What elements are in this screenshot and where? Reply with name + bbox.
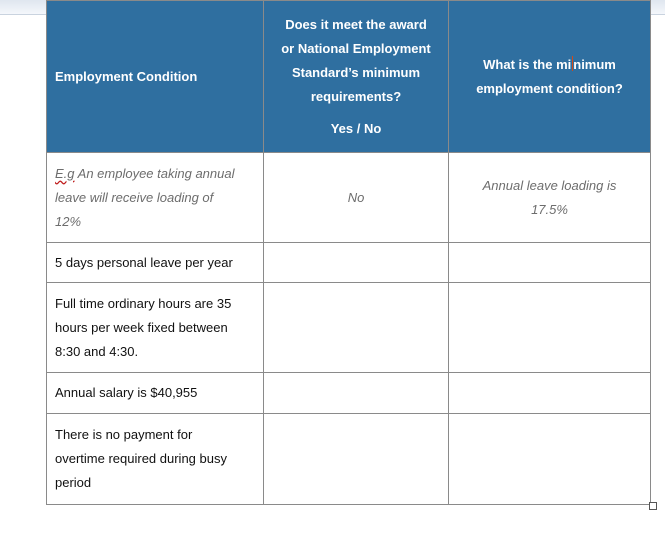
example-minimum-line-2: 17.5% (531, 201, 568, 217)
header-employment-condition-text: Employment Condition (55, 68, 198, 84)
example-line-2: leave will receive loading of (55, 189, 214, 205)
table-row: There is no payment for overtime require… (46, 413, 651, 505)
header-minimum-part-2: nimum (573, 56, 616, 72)
text-cursor (571, 55, 573, 71)
example-abbreviation: E.g (55, 165, 75, 181)
meets-cell[interactable] (263, 372, 449, 414)
condition-cell[interactable]: Annual salary is $40,955 (46, 372, 264, 414)
table-row: Full time ordinary hours are 35 hours pe… (46, 282, 651, 373)
condition-line: 8:30 and 4:30. (55, 343, 139, 359)
condition-cell[interactable]: 5 days personal leave per year (46, 242, 264, 283)
condition-line: There is no payment for (55, 427, 193, 442)
meets-cell[interactable] (263, 413, 449, 505)
condition-cell[interactable]: There is no payment for overtime require… (46, 413, 264, 505)
table-resize-handle[interactable] (649, 502, 657, 510)
minimum-cell[interactable] (448, 242, 651, 283)
table-row-example: E.g An employee taking annual leave will… (46, 152, 651, 243)
employment-conditions-table: Employment Condition Does it meet the aw… (46, 0, 651, 505)
condition-line: period (55, 475, 92, 490)
example-meets-cell[interactable]: No (263, 152, 449, 243)
header-yes-no: Yes / No (330, 120, 382, 136)
example-meets-value: No (347, 189, 365, 205)
header-meets-requirements[interactable]: Does it meet the award or National Emplo… (263, 0, 449, 153)
header-meets-line-1: Does it meet the award (285, 16, 427, 32)
example-line-1: An employee taking annual (74, 165, 235, 181)
table-header-row: Employment Condition Does it meet the aw… (46, 0, 651, 153)
header-meets-line-2: or National Employment (281, 40, 431, 56)
header-minimum-line-2: employment condition? (476, 80, 623, 96)
condition-line: Annual salary is $40,955 (55, 385, 198, 400)
table-row: Annual salary is $40,955 (46, 372, 651, 414)
example-minimum-cell[interactable]: Annual leave loading is 17.5% (448, 152, 651, 243)
header-meets-line-3: Standard’s minimum (291, 64, 421, 80)
example-minimum-line-1: Annual leave loading is (482, 177, 617, 193)
minimum-cell[interactable] (448, 282, 651, 373)
condition-line: Full time ordinary hours are 35 (55, 295, 232, 311)
table-row: 5 days personal leave per year (46, 242, 651, 283)
header-minimum-part-1: What is the mi (483, 56, 572, 72)
meets-cell[interactable] (263, 242, 449, 283)
condition-line: 5 days personal leave per year (55, 254, 233, 270)
header-employment-condition[interactable]: Employment Condition (46, 0, 264, 153)
condition-line: overtime required during busy (55, 451, 227, 466)
example-condition-cell[interactable]: E.g An employee taking annual leave will… (46, 152, 264, 243)
header-minimum-condition[interactable]: What is the mi nimum employment condition… (448, 0, 651, 153)
condition-cell[interactable]: Full time ordinary hours are 35 hours pe… (46, 282, 264, 373)
condition-line: hours per week fixed between (55, 319, 228, 335)
meets-cell[interactable] (263, 282, 449, 373)
example-line-3: 12% (55, 213, 82, 229)
minimum-cell[interactable] (448, 372, 651, 414)
minimum-cell[interactable] (448, 413, 651, 505)
header-meets-line-4: requirements? (310, 88, 402, 104)
